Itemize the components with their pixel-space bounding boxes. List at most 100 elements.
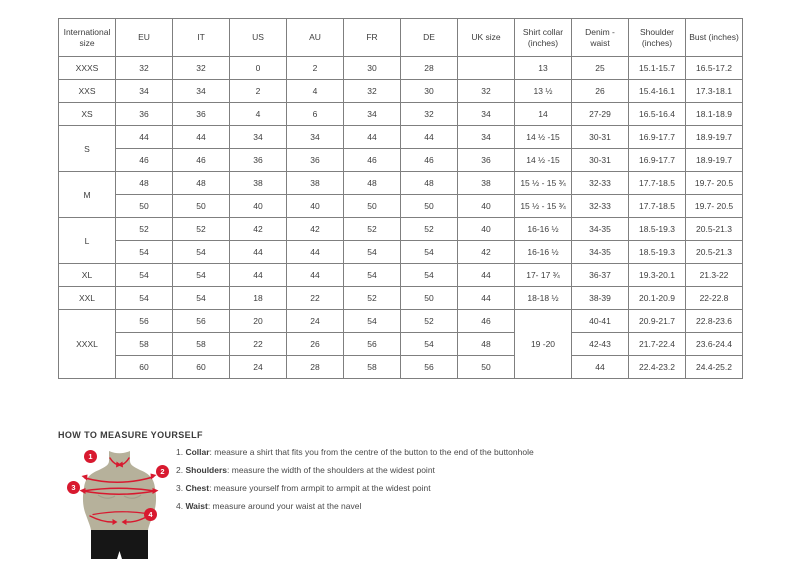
table-cell: 24 bbox=[229, 355, 287, 379]
step-text: : measure a shirt that fits you from the… bbox=[209, 447, 534, 457]
table-cell: 54 bbox=[400, 332, 458, 356]
marker-badge-shoulders: 2 bbox=[156, 465, 169, 478]
table-cell: 42-43 bbox=[571, 332, 629, 356]
table-cell: 46 bbox=[400, 148, 458, 172]
table-cell: 34 bbox=[286, 125, 344, 149]
table-cell: 34 bbox=[115, 79, 173, 103]
table-cell: 18.1-18.9 bbox=[685, 102, 743, 126]
table-cell: 42 bbox=[457, 240, 515, 264]
table-cell: 50 bbox=[400, 194, 458, 218]
table-cell: 2 bbox=[229, 79, 287, 103]
table-cell: 2 bbox=[286, 56, 344, 80]
table-cell: 50 bbox=[400, 286, 458, 310]
table-cell: 36 bbox=[172, 102, 230, 126]
table-cell: 19.7- 20.5 bbox=[685, 171, 743, 195]
table-cell: 17.7-18.5 bbox=[628, 194, 686, 218]
table-cell: 32-33 bbox=[571, 194, 629, 218]
table-cell: 22.4-23.2 bbox=[628, 355, 686, 379]
table-cell: 44 bbox=[457, 286, 515, 310]
table-cell: 44 bbox=[229, 263, 287, 287]
table-cell: 25 bbox=[571, 56, 629, 80]
table-cell: 50 bbox=[457, 355, 515, 379]
table-cell: 44 bbox=[229, 240, 287, 264]
table-cell: 0 bbox=[229, 56, 287, 80]
table-cell: 17- 17 ¾ bbox=[514, 263, 572, 287]
table-cell: 52 bbox=[172, 217, 230, 241]
step-number: 3. bbox=[176, 483, 186, 493]
marker-badge-waist: 4 bbox=[144, 508, 157, 521]
table-cell: 16-16 ½ bbox=[514, 217, 572, 241]
table-cell: 27-29 bbox=[571, 102, 629, 126]
step-number: 4. bbox=[176, 501, 186, 511]
table-cell: S bbox=[58, 125, 116, 172]
table-cell: 14 ½ -15 bbox=[514, 125, 572, 149]
table-row: 46 46 36 36 46 46 36 14 ½ -15 30-31 16.9-17.7 18.9… bbox=[59, 148, 743, 172]
table-cell: 20.1-20.9 bbox=[628, 286, 686, 310]
column-header: AU bbox=[286, 18, 344, 57]
table-cell bbox=[457, 56, 515, 80]
table-cell: 48 bbox=[457, 332, 515, 356]
table-row: 58 58 22 26 56 54 48 42-43 21.7-22.4 23.6-24.4 bbox=[59, 332, 743, 356]
table-cell: 15.1-15.7 bbox=[628, 56, 686, 80]
table-cell: 6 bbox=[286, 102, 344, 126]
table-row: 50 50 40 40 50 50 40 15 ½ - 15 ¾ 32-33 17.7-18.5 1… bbox=[59, 194, 743, 218]
table-cell: 14 ½ -15 bbox=[514, 148, 572, 172]
table-cell: 52 bbox=[343, 217, 401, 241]
table-cell: 58 bbox=[172, 332, 230, 356]
table-cell: 18 bbox=[229, 286, 287, 310]
table-cell: 30-31 bbox=[571, 125, 629, 149]
table-cell: 18.5-19.3 bbox=[628, 217, 686, 241]
table-cell: 20.5-21.3 bbox=[685, 240, 743, 264]
table-cell: 52 bbox=[400, 217, 458, 241]
table-cell: 34 bbox=[229, 125, 287, 149]
table-cell: 16.5-17.2 bbox=[685, 56, 743, 80]
table-cell: 54 bbox=[115, 240, 173, 264]
table-row: S 44 44 34 34 44 44 34 14 ½ -15 30-31 16.9-17.7 18.… bbox=[58, 125, 743, 172]
table-cell: 54 bbox=[343, 309, 401, 333]
table-cell: 18.5-19.3 bbox=[628, 240, 686, 264]
table-cell: 38 bbox=[286, 171, 344, 195]
table-cell: 16.9-17.7 bbox=[628, 125, 686, 149]
table-cell: 15 ½ - 15 ¾ bbox=[514, 194, 572, 218]
measurement-figure: 1 2 3 4 bbox=[58, 444, 178, 566]
table-cell: 19 -20 bbox=[514, 309, 572, 379]
table-cell: 40 bbox=[229, 194, 287, 218]
table-row: 54 54 44 44 54 54 42 16-16 ½ 34-35 18.5-19.3 20.5-… bbox=[59, 240, 743, 264]
table-cell: 32 bbox=[400, 102, 458, 126]
marker-badge-collar: 1 bbox=[84, 450, 97, 463]
column-header: EU bbox=[115, 18, 173, 57]
marker-badge-chest: 3 bbox=[67, 481, 80, 494]
table-cell: 48 bbox=[115, 171, 173, 195]
table-cell: 54 bbox=[115, 263, 173, 287]
table-row: 60 60 24 28 58 56 50 44 22.4-23.2 24.4-25.2 bbox=[59, 355, 743, 379]
mannequin-diagram bbox=[79, 451, 159, 559]
table-cell: 34 bbox=[457, 125, 515, 149]
table-cell: 4 bbox=[229, 102, 287, 126]
table-cell: XL bbox=[58, 263, 116, 287]
table-cell: 22.8-23.6 bbox=[685, 309, 743, 333]
table-cell: L bbox=[58, 217, 116, 264]
table-cell: 14 bbox=[514, 102, 572, 126]
header-row: International size EU IT US AU FR DE UK size Shi… bbox=[58, 18, 743, 57]
table-cell: 32 bbox=[457, 79, 515, 103]
table-cell: 52 bbox=[343, 286, 401, 310]
measure-step: 3. Chest: measure yourself from armpit t… bbox=[176, 483, 736, 494]
table-cell: 20 bbox=[229, 309, 287, 333]
table-cell: 54 bbox=[400, 263, 458, 287]
table-row: M 48 48 38 38 48 48 38 15 ½ - 15 ¾ 32-33 17.7-18.5… bbox=[58, 171, 743, 218]
table-cell: 44 bbox=[286, 240, 344, 264]
table-cell: 30 bbox=[400, 79, 458, 103]
table-cell: 44 bbox=[457, 263, 515, 287]
table-cell: 38-39 bbox=[571, 286, 629, 310]
table-cell: 22-22.8 bbox=[685, 286, 743, 310]
table-cell: XXXL bbox=[58, 309, 116, 379]
table-cell: 56 bbox=[172, 309, 230, 333]
table-cell: 34 bbox=[343, 102, 401, 126]
table-cell: 16.5-16.4 bbox=[628, 102, 686, 126]
table-cell: 32 bbox=[115, 56, 173, 80]
table-cell: 24.4-25.2 bbox=[685, 355, 743, 379]
table-cell: 19.3-20.1 bbox=[628, 263, 686, 287]
table-cell: 42 bbox=[286, 217, 344, 241]
table-cell: 21.7-22.4 bbox=[628, 332, 686, 356]
table-cell: 17.7-18.5 bbox=[628, 171, 686, 195]
